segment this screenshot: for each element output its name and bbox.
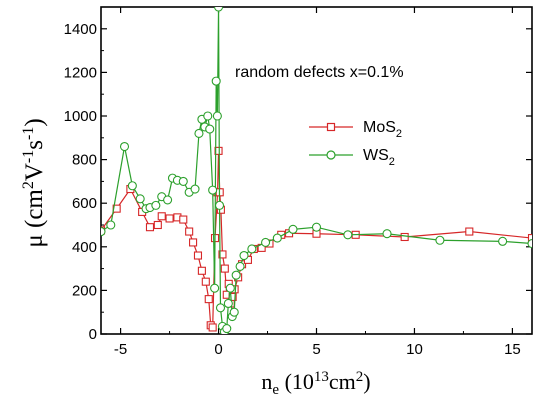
series-layer — [101, 7, 532, 334]
series-mos2 — [101, 146, 532, 332]
legend-marker-ws2 — [326, 150, 336, 160]
legend-label-mos2: MoS2 — [363, 119, 402, 140]
data-point-ws2 — [190, 184, 200, 194]
data-point-ws2 — [212, 111, 222, 121]
legend-entry-mos2: MoS2 — [309, 119, 402, 140]
data-point-mos2 — [145, 223, 155, 232]
y-tick-label: 1000 — [64, 108, 97, 125]
data-point-ws2 — [203, 111, 213, 121]
data-point-ws2 — [215, 303, 226, 313]
data-point-ws2 — [498, 236, 508, 246]
data-point-ws2 — [272, 233, 282, 243]
data-point-ws2 — [382, 229, 392, 239]
data-point-ws2 — [229, 307, 239, 317]
data-point-mos2 — [189, 238, 198, 247]
data-point-mos2 — [185, 227, 194, 236]
y-tick-label: 1400 — [64, 21, 97, 38]
data-point-ws2 — [163, 195, 173, 205]
data-point-ws2 — [106, 220, 116, 230]
data-point-ws2 — [239, 250, 249, 261]
y-tick-label: 400 — [72, 239, 97, 256]
data-point-ws2 — [211, 76, 221, 86]
data-point-ws2 — [210, 283, 220, 293]
data-point-mos2 — [193, 251, 203, 260]
data-point-ws2 — [235, 261, 245, 271]
data-point-ws2 — [135, 194, 145, 204]
x-tick-label: 5 — [312, 341, 320, 358]
y-axis-title: μ (cm2V-1s-1) — [20, 118, 48, 247]
legend: MoS2 WS2 — [309, 119, 402, 168]
plot-frame — [100, 6, 533, 335]
x-tick-label: 15 — [504, 341, 521, 358]
series-line-mos2 — [101, 150, 532, 329]
data-point-ws2 — [343, 230, 353, 240]
data-point-mos2 — [153, 220, 162, 230]
x-axis-ticks: -5 0 5 10 15 — [114, 7, 521, 358]
data-point-ws2 — [527, 238, 532, 249]
data-point-mos2 — [165, 214, 174, 223]
data-point-ws2 — [178, 176, 188, 186]
data-point-mos2 — [527, 234, 532, 243]
series-line-ws2 — [101, 7, 532, 334]
data-point-mos2 — [400, 232, 409, 242]
series-ws2 — [101, 7, 532, 334]
legend-entry-ws2: WS2 — [309, 147, 395, 168]
data-point-ws2 — [261, 237, 271, 247]
data-point-ws2 — [288, 224, 298, 234]
data-point-mos2 — [157, 212, 166, 221]
data-point-mos2 — [179, 215, 188, 224]
x-tick-label: 0 — [214, 341, 222, 358]
data-point-mos2 — [218, 250, 227, 259]
data-point-mos2 — [201, 277, 210, 286]
data-point-ws2 — [435, 235, 445, 245]
legend-label-ws2: WS2 — [363, 147, 395, 168]
data-point-mos2 — [204, 295, 213, 304]
data-point-ws2 — [194, 128, 204, 138]
data-point-ws2 — [223, 298, 233, 309]
y-tick-label: 200 — [72, 282, 97, 299]
x-axis-title: ne (1013cm2) — [261, 369, 370, 398]
y-tick-label: 0 — [89, 326, 97, 343]
x-tick-label: 10 — [406, 341, 423, 358]
data-point-ws2 — [119, 141, 130, 152]
data-point-mos2 — [465, 227, 474, 236]
data-point-ws2 — [208, 185, 218, 195]
y-tick-label: 600 — [72, 195, 97, 212]
data-point-ws2 — [311, 222, 322, 232]
data-point-mos2 — [214, 146, 223, 155]
y-tick-label: 1200 — [64, 64, 97, 81]
x-tick-label: -5 — [114, 341, 127, 358]
data-point-ws2 — [101, 226, 106, 237]
data-point-ws2 — [213, 7, 224, 12]
data-point-ws2 — [127, 181, 137, 191]
data-point-mos2 — [197, 266, 206, 275]
data-point-ws2 — [205, 124, 215, 134]
y-tick-label: 800 — [72, 152, 97, 169]
data-point-mos2 — [220, 264, 229, 273]
data-point-ws2 — [222, 323, 232, 334]
y-axis-ticks: 0 200 400 600 800 1000 1200 1400 — [64, 21, 532, 343]
data-point-ws2 — [225, 283, 235, 293]
annotation-text: random defects x=0.1% — [235, 64, 404, 81]
data-point-ws2 — [247, 244, 257, 254]
data-point-mos2 — [208, 323, 217, 332]
data-point-ws2 — [214, 200, 225, 210]
data-point-ws2 — [231, 270, 241, 280]
data-point-ws2 — [151, 200, 161, 210]
legend-marker-mos2 — [326, 122, 336, 132]
